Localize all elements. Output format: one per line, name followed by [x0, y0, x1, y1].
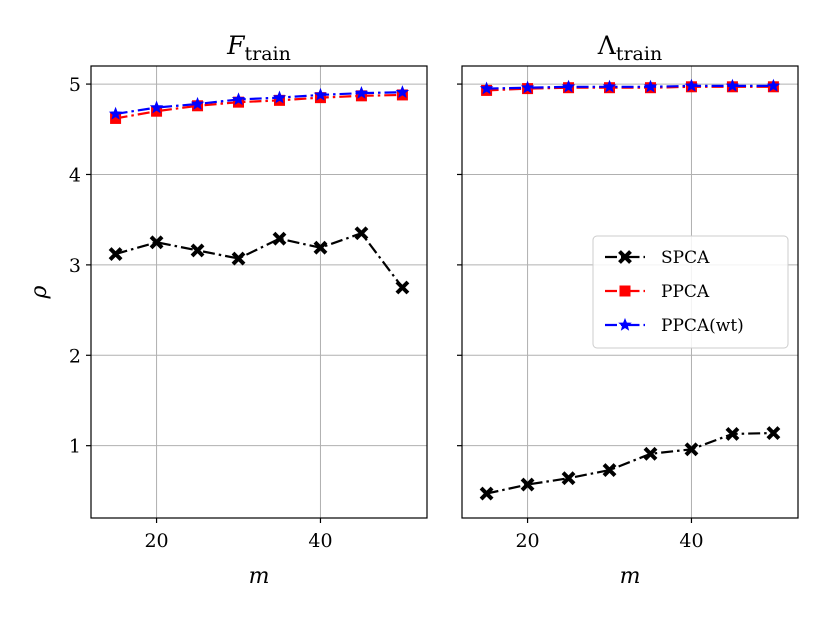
axes-frame: [461, 65, 799, 519]
series-line-ppca-wt: [486, 84, 774, 90]
x-tick-label: 20: [144, 530, 168, 552]
x-tick-label: 40: [308, 530, 332, 552]
data-point-ppca-wt: [313, 87, 328, 101]
data-point-spca: [231, 251, 246, 266]
legend-label-ppca: PPCA: [661, 282, 710, 302]
data-point-spca: [395, 280, 410, 295]
data-point-spca: [272, 231, 287, 246]
data-point-spca: [643, 446, 658, 461]
data-point-spca: [354, 226, 369, 241]
data-point-ppca-wt: [108, 106, 123, 120]
x-tick-label: 40: [679, 530, 703, 552]
data-point-spca: [149, 235, 164, 250]
y-tick-label: 2: [69, 345, 81, 367]
data-point-ppca-wt: [149, 100, 164, 114]
x-axis-label: m: [249, 564, 270, 589]
axes-frame: [90, 65, 428, 519]
data-point-spca: [766, 426, 781, 440]
data-point-ppca-wt: [766, 78, 781, 92]
y-tick-label: 3: [69, 255, 81, 277]
data-point-ppca-wt: [354, 86, 369, 99]
data-point-spca: [190, 243, 205, 258]
panel-f-train: 20 40 1 2 3 4 5 Ftrain m ρ: [27, 31, 428, 589]
panel-lambda-train: 20 40 Λtrain m SPCA PPCA PPCA(wt): [457, 31, 799, 589]
data-point-ppca-wt: [395, 85, 410, 98]
legend-box: [592, 235, 789, 349]
legend-marker-ppca: [619, 285, 631, 297]
data-point-ppca-wt: [684, 78, 699, 92]
data-point-ppca-wt: [272, 90, 287, 104]
data-point-spca: [561, 471, 576, 486]
legend-marker-spca: [618, 250, 632, 264]
y-tick-label: 4: [69, 164, 81, 186]
data-point-ppca-wt: [520, 80, 535, 94]
data-point-ppca-wt: [643, 79, 658, 93]
y-axis-label: ρ: [27, 285, 52, 299]
x-axis-label: m: [620, 564, 641, 589]
data-point-ppca-wt: [561, 79, 576, 93]
data-point-spca: [725, 427, 740, 441]
legend-label-spca: SPCA: [661, 248, 710, 268]
legend: SPCA PPCA PPCA(wt): [592, 235, 789, 349]
data-point-ppca-wt: [602, 79, 617, 93]
data-point-ppca-wt: [479, 81, 494, 95]
data-point-spca: [520, 477, 535, 492]
data-point-ppca-wt: [190, 96, 205, 110]
x-tick-label: 20: [515, 530, 539, 552]
series-line-spca: [115, 231, 404, 289]
chart-title: Ftrain: [226, 31, 291, 65]
data-point-ppca-wt: [725, 78, 740, 92]
chart-title: Λtrain: [597, 31, 662, 65]
y-tick-label: 5: [69, 74, 81, 96]
legend-marker-ppca-wt: [618, 317, 632, 331]
series-line-spca: [486, 431, 774, 495]
legend-label-ppca-wt: PPCA(wt): [661, 316, 744, 336]
data-point-ppca-wt: [231, 92, 246, 106]
data-point-spca: [313, 240, 328, 255]
data-point-spca: [108, 247, 123, 261]
y-tick-label: 1: [69, 436, 81, 458]
series-line-ppca-wt: [115, 91, 403, 115]
series-line-ppca: [115, 93, 403, 120]
data-point-spca: [602, 463, 617, 478]
data-point-spca: [479, 486, 494, 501]
data-point-spca: [684, 442, 699, 457]
